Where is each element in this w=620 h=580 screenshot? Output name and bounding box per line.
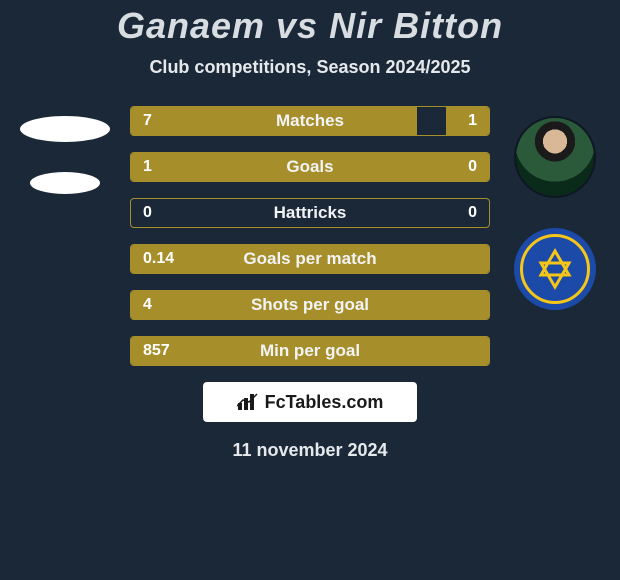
stat-value-left: 1 bbox=[143, 158, 152, 176]
stat-label: Min per goal bbox=[260, 341, 360, 361]
player-right-name: Nir Bitton bbox=[329, 5, 503, 46]
stat-row: 1 0 Goals bbox=[130, 152, 490, 182]
stat-bars: 7 1 Matches 1 0 Goals 0 0 Hattricks 0.14 Goals per… bbox=[130, 106, 490, 366]
vs-text: vs bbox=[276, 5, 318, 46]
right-avatar-column bbox=[510, 116, 600, 310]
stat-row: 0.14 Goals per match bbox=[130, 244, 490, 274]
player-right-photo bbox=[514, 116, 596, 198]
stat-row: 7 1 Matches bbox=[130, 106, 490, 136]
page-title: Ganaem vs Nir Bitton bbox=[0, 5, 620, 47]
stat-value-left: 857 bbox=[143, 342, 170, 360]
source-badge: FcTables.com bbox=[203, 382, 417, 422]
content-area: 7 1 Matches 1 0 Goals 0 0 Hattricks 0.14 Goals per… bbox=[0, 106, 620, 366]
stat-value-right: 1 bbox=[468, 112, 477, 130]
stat-row: 857 Min per goal bbox=[130, 336, 490, 366]
stat-row: 0 0 Hattricks bbox=[130, 198, 490, 228]
player-right-club-badge bbox=[514, 228, 596, 310]
subtitle: Club competitions, Season 2024/2025 bbox=[0, 57, 620, 78]
stat-label: Shots per goal bbox=[251, 295, 369, 315]
stat-value-right: 0 bbox=[468, 158, 477, 176]
chart-bars-icon bbox=[237, 393, 259, 411]
stat-label: Hattricks bbox=[274, 203, 347, 223]
date-text: 11 november 2024 bbox=[0, 440, 620, 461]
stat-row: 4 Shots per goal bbox=[130, 290, 490, 320]
player-left-club-placeholder bbox=[30, 172, 100, 194]
stat-label: Matches bbox=[276, 111, 344, 131]
stat-value-right: 0 bbox=[468, 204, 477, 222]
player-left-name: Ganaem bbox=[117, 5, 265, 46]
stat-value-left: 7 bbox=[143, 112, 152, 130]
left-avatar-column bbox=[20, 116, 110, 194]
player-left-photo-placeholder bbox=[20, 116, 110, 142]
comparison-card: Ganaem vs Nir Bitton Club competitions, … bbox=[0, 0, 620, 461]
bar-fill-left bbox=[131, 107, 417, 135]
stat-value-left: 0.14 bbox=[143, 250, 174, 268]
stat-label: Goals bbox=[286, 157, 333, 177]
stat-value-left: 4 bbox=[143, 296, 152, 314]
stat-value-left: 0 bbox=[143, 204, 152, 222]
star-of-david-icon bbox=[533, 247, 577, 291]
stat-label: Goals per match bbox=[243, 249, 376, 269]
source-text: FcTables.com bbox=[265, 392, 384, 413]
